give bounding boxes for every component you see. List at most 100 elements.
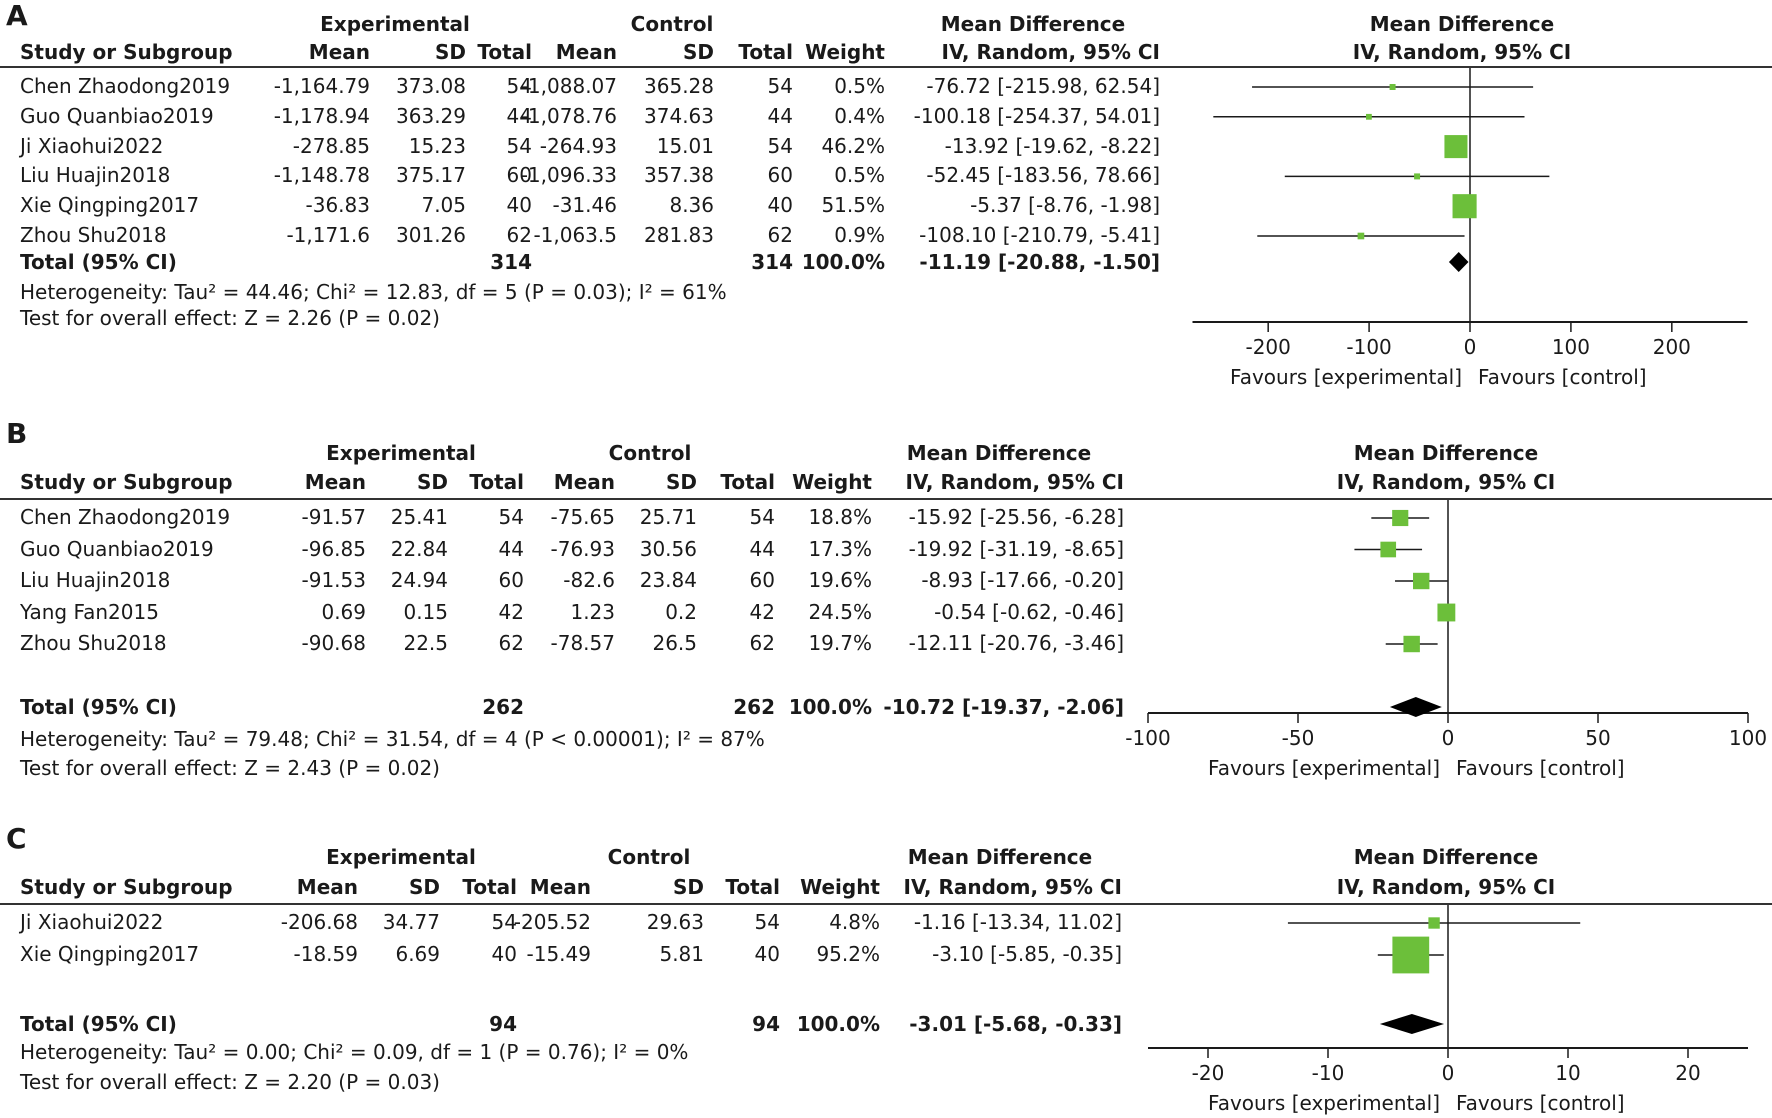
study-name: Liu Huajin2018 <box>20 163 171 188</box>
weight-cell: 18.8% <box>808 505 872 529</box>
ci-cell: -13.92 [-19.62, -8.22] <box>944 133 1160 158</box>
ctl-total-header: Total <box>738 40 793 64</box>
ctl-sd-header: SD <box>672 875 704 899</box>
study-square <box>1392 936 1430 974</box>
study-header: Study or Subgroup <box>20 40 233 64</box>
total-label: Total (95% CI) <box>20 250 177 274</box>
exp-mean-cell: -96.85 <box>301 536 366 561</box>
exp-sd-header: SD <box>434 40 466 64</box>
exp-total-cell: 54 <box>498 505 524 529</box>
total-ci: -3.01 [-5.68, -0.33] <box>909 1012 1122 1036</box>
ci-cell: -76.72 [-215.98, 62.54] <box>926 74 1160 98</box>
x-tick-label: -10 <box>1312 1061 1345 1085</box>
forest-plot: -100 -50 0 50 100 Favours [experimental] Favou… <box>1125 500 1767 780</box>
ci-cell: -5.37 [-8.76, -1.98] <box>970 193 1160 218</box>
study-square <box>1414 173 1421 180</box>
ctl-sd-cell: 5.81 <box>659 942 704 966</box>
exp-mean-cell: -1,164.79 <box>273 74 370 98</box>
method-header: IV, Random, 95% CI <box>941 40 1160 64</box>
ctl-total-cell: 54 <box>754 910 780 934</box>
study-header: Study or Subgroup <box>20 875 233 899</box>
x-tick-label: 20 <box>1675 1061 1700 1085</box>
weight-header: Weight <box>805 40 885 64</box>
exp-total-cell: 62 <box>498 631 524 655</box>
exp-mean-cell: 0.69 <box>321 599 366 624</box>
weight-cell: 0.9% <box>834 223 885 247</box>
experimental-header: Experimental <box>326 845 476 869</box>
study-name: Chen Zhaodong2019 <box>20 74 231 98</box>
exp-mean-cell: -206.68 <box>280 910 358 934</box>
forest-panel-b: B Experimental Control Mean Difference Mean … <box>0 420 1772 825</box>
header-rule <box>0 498 1772 500</box>
total-label: Total (95% CI) <box>20 1012 177 1036</box>
ctl-total-cell: 44 <box>749 536 775 561</box>
ctl-sd-cell: 29.63 <box>646 910 704 934</box>
total-diamond <box>1448 252 1469 272</box>
ctl-sd-cell: 15.01 <box>656 133 714 158</box>
weight-cell: 0.5% <box>834 163 885 188</box>
plot-md-header: Mean Difference <box>1353 845 1539 869</box>
total-diamond <box>1379 1014 1445 1034</box>
ctl-total-cell: 54 <box>767 133 793 158</box>
exp-sd-cell: 15.23 <box>408 133 466 158</box>
ci-cell: -1.16 [-13.34, 11.02] <box>913 910 1122 934</box>
study-name: Yang Fan2015 <box>20 599 159 624</box>
ctl-mean-cell: -82.6 <box>563 568 615 592</box>
favours-left-label: Favours [experimental] <box>1230 365 1462 389</box>
study-square <box>1403 635 1420 653</box>
total-weight: 100.0% <box>788 695 872 719</box>
exp-total-cell: 44 <box>506 103 532 128</box>
method-header: IV, Random, 95% CI <box>903 875 1122 899</box>
ctl-mean-header: Mean <box>529 875 591 899</box>
favours-right-label: Favours [control] <box>1456 756 1625 780</box>
ctl-total-cell: 44 <box>767 103 793 128</box>
ctl-sd-cell: 23.84 <box>639 568 697 592</box>
exp-mean-cell: -1,178.94 <box>273 103 370 128</box>
weight-cell: 0.4% <box>834 103 885 128</box>
exp-sd-cell: 375.17 <box>396 163 466 188</box>
ctl-mean-cell: -76.93 <box>550 536 615 561</box>
favours-left-label: Favours [experimental] <box>1208 756 1440 780</box>
ctl-total-cell: 54 <box>749 505 775 529</box>
x-tick-label: 100 <box>1552 335 1590 359</box>
exp-sd-cell: 25.41 <box>390 505 448 529</box>
ctl-total-cell: 40 <box>767 193 793 218</box>
favours-right-label: Favours [control] <box>1456 1091 1625 1115</box>
x-tick-label: 0 <box>1464 335 1477 359</box>
exp-sd-cell: 24.94 <box>390 568 448 592</box>
ctl-sd-cell: 0.2 <box>665 599 697 624</box>
forest-panel-a: A Experimental Control Mean Difference Mean … <box>0 0 1772 395</box>
study-square <box>1357 232 1365 240</box>
total-exp-n: 262 <box>482 695 524 719</box>
header-rule <box>0 66 1772 68</box>
md-header: Mean Difference <box>906 441 1092 465</box>
study-name: Ji Xiaohui2022 <box>20 910 164 934</box>
exp-mean-header: Mean <box>304 470 366 494</box>
study-name: Liu Huajin2018 <box>20 568 171 592</box>
weight-cell: 19.7% <box>808 631 872 655</box>
ctl-mean-cell: -31.46 <box>552 193 617 218</box>
exp-mean-cell: -91.57 <box>301 505 366 529</box>
panel-label: C <box>6 822 27 855</box>
exp-mean-cell: -90.68 <box>301 631 366 655</box>
total-ctl-n: 314 <box>751 250 793 274</box>
control-header: Control <box>608 441 692 465</box>
plot-md-header: Mean Difference <box>1369 12 1555 36</box>
exp-sd-cell: 363.29 <box>396 103 466 128</box>
ctl-sd-cell: 365.28 <box>644 74 714 98</box>
study-square <box>1392 509 1409 527</box>
exp-sd-cell: 0.15 <box>403 599 448 624</box>
x-tick-label: 0 <box>1442 1061 1455 1085</box>
ctl-mean-cell: -1,096.33 <box>520 163 617 188</box>
favours-left-label: Favours [experimental] <box>1208 1091 1440 1115</box>
forest-plot: -200 -100 0 100 200 Favours [experimental] Fav… <box>1192 68 1748 389</box>
exp-mean-cell: -18.59 <box>293 942 358 966</box>
ci-cell: -52.45 [-183.56, 78.66] <box>926 163 1160 188</box>
study-name: Xie Qingping2017 <box>20 193 200 218</box>
weight-header: Weight <box>800 875 880 899</box>
study-square <box>1444 135 1468 159</box>
study-name: Zhou Shu2018 <box>20 223 167 247</box>
total-weight: 100.0% <box>801 250 885 274</box>
exp-mean-cell: -36.83 <box>305 193 370 218</box>
exp-sd-header: SD <box>408 875 440 899</box>
